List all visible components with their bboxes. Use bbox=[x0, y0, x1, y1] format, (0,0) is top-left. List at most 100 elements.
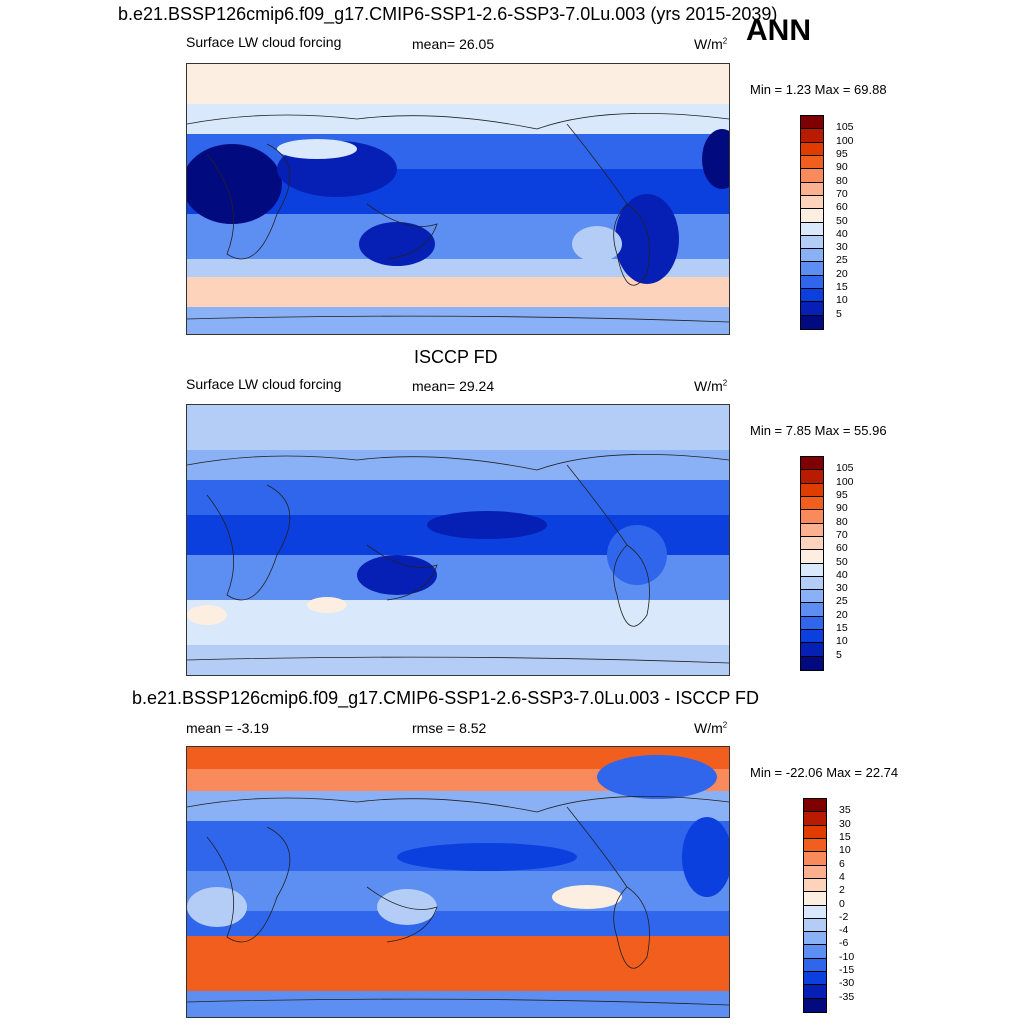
colorbar-tick-label: 40 bbox=[836, 227, 848, 240]
colorbar-tick-label: -2 bbox=[839, 910, 849, 923]
colorbar-tick-label: 40 bbox=[836, 568, 848, 581]
colorbar-tick-label: 100 bbox=[836, 475, 854, 488]
colorbar-swatch bbox=[801, 616, 823, 631]
colorbar-obs-swatches bbox=[800, 456, 824, 671]
colorbar-swatch bbox=[801, 496, 823, 511]
colorbar-tick-label: 25 bbox=[836, 254, 848, 267]
panel-model-minmax: Min = 1.23 Max = 69.88 bbox=[750, 82, 887, 97]
colorbar-swatch bbox=[801, 169, 823, 183]
colorbar-swatch bbox=[801, 142, 823, 156]
colorbar-tick-label: 30 bbox=[836, 241, 848, 254]
colorbar-swatch bbox=[801, 302, 823, 316]
colorbar-swatch bbox=[801, 536, 823, 551]
colorbar-swatch bbox=[804, 878, 826, 893]
colorbar-tick-label: 5 bbox=[836, 648, 842, 661]
panel-diff-mean: mean = -3.19 bbox=[186, 720, 269, 736]
colorbar-tick-label: -4 bbox=[839, 924, 849, 937]
colorbar-tick-label: 15 bbox=[836, 281, 848, 294]
colorbar-swatch bbox=[804, 945, 826, 959]
colorbar-tick-label: 6 bbox=[839, 857, 845, 870]
colorbar-swatch bbox=[804, 812, 826, 826]
panel-obs-mean: mean= 29.24 bbox=[412, 378, 495, 394]
panel-obs-minmax: Min = 7.85 Max = 55.96 bbox=[750, 423, 887, 438]
colorbar-swatch bbox=[804, 972, 826, 986]
colorbar-swatch bbox=[804, 932, 826, 946]
colorbar-tick-label: 2 bbox=[839, 884, 845, 897]
panel-obs-left-label: Surface LW cloud forcing bbox=[186, 376, 342, 392]
colorbar-tick-label: 105 bbox=[836, 462, 854, 475]
colorbar-swatch bbox=[804, 892, 826, 906]
panel-diff-units: W/m2 bbox=[694, 720, 728, 736]
colorbar-swatch bbox=[801, 315, 823, 329]
colorbar-tick-label: 4 bbox=[839, 870, 845, 883]
colorbar-swatch bbox=[804, 838, 826, 853]
colorbar-swatch bbox=[801, 603, 823, 617]
colorbar-swatch bbox=[801, 483, 823, 497]
colorbar-swatch bbox=[801, 457, 823, 471]
panel-diff-title: b.e21.BSSP126cmip6.f09_g17.CMIP6-SSP1-2.… bbox=[132, 688, 760, 708]
colorbar-tick-label: 20 bbox=[836, 267, 848, 280]
colorbar-swatch bbox=[804, 825, 826, 839]
colorbar-tick-label: 50 bbox=[836, 214, 848, 227]
colorbar-swatch bbox=[804, 985, 826, 999]
panel-obs-map bbox=[186, 404, 730, 676]
colorbar-tick-label: 70 bbox=[836, 528, 848, 541]
colorbar-tick-label: -35 bbox=[839, 990, 855, 1003]
colorbar-tick-label: 15 bbox=[836, 622, 848, 635]
colorbar-tick-label: 80 bbox=[836, 174, 848, 187]
colorbar-swatch bbox=[801, 262, 823, 276]
colorbar-tick-label: 50 bbox=[836, 555, 848, 568]
colorbar-tick-label: 80 bbox=[836, 515, 848, 528]
colorbar-swatch bbox=[801, 630, 823, 644]
colorbar-tick-label: 10 bbox=[836, 294, 848, 307]
colorbar-tick-label: 60 bbox=[836, 201, 848, 214]
colorbar-swatch bbox=[801, 510, 823, 524]
colorbar-tick-label: 100 bbox=[836, 134, 854, 147]
colorbar-tick-label: 90 bbox=[836, 502, 848, 515]
colorbar-swatch bbox=[804, 918, 826, 933]
colorbar-model-swatches bbox=[800, 115, 824, 330]
colorbar-tick-label: -15 bbox=[839, 964, 855, 977]
colorbar-tick-label: 30 bbox=[836, 582, 848, 595]
colorbar-tick-label: 15 bbox=[839, 830, 851, 843]
colorbar-tick-label: 5 bbox=[836, 307, 842, 320]
colorbar-swatch bbox=[804, 905, 826, 919]
colorbar-swatch bbox=[801, 235, 823, 250]
panel-model-mean: mean= 26.05 bbox=[412, 36, 495, 52]
colorbar-tick-label: 20 bbox=[836, 608, 848, 621]
main-title: b.e21.BSSP126cmip6.f09_g17.CMIP6-SSP1-2.… bbox=[118, 4, 778, 24]
colorbar-swatch bbox=[804, 865, 826, 879]
colorbar-swatch bbox=[801, 182, 823, 196]
colorbar-tick-label: 90 bbox=[836, 161, 848, 174]
colorbar-tick-label: 60 bbox=[836, 542, 848, 555]
season-label: ANN bbox=[746, 14, 811, 47]
colorbar-diff-swatches bbox=[803, 798, 827, 1013]
colorbar-swatch bbox=[801, 195, 823, 210]
colorbar-swatch bbox=[801, 249, 823, 263]
colorbar-swatch bbox=[801, 550, 823, 564]
colorbar-swatch bbox=[801, 116, 823, 130]
colorbar-tick-label: -30 bbox=[839, 977, 855, 990]
colorbar-tick-label: 0 bbox=[839, 897, 845, 910]
panel-model-map bbox=[186, 63, 730, 335]
colorbar-swatch bbox=[801, 563, 823, 577]
panel-model-left-label: Surface LW cloud forcing bbox=[186, 34, 342, 50]
colorbar-swatch bbox=[801, 590, 823, 604]
panel-obs-title: ISCCP FD bbox=[414, 347, 498, 367]
colorbar-tick-label: 35 bbox=[839, 804, 851, 817]
colorbar-tick-label: -10 bbox=[839, 950, 855, 963]
panel-model-units: W/m2 bbox=[694, 36, 728, 52]
colorbar-tick-label: 10 bbox=[836, 635, 848, 648]
colorbar-swatch bbox=[801, 129, 823, 143]
colorbar-swatch bbox=[804, 998, 826, 1012]
colorbar-tick-label: 70 bbox=[836, 187, 848, 200]
colorbar-swatch bbox=[801, 155, 823, 170]
colorbar-tick-label: -6 bbox=[839, 937, 849, 950]
colorbar-swatch bbox=[801, 222, 823, 236]
panel-diff-map bbox=[186, 746, 730, 1018]
colorbar-swatch bbox=[804, 799, 826, 813]
colorbar-swatch bbox=[801, 576, 823, 591]
colorbar-swatch bbox=[801, 656, 823, 670]
colorbar-swatch bbox=[801, 470, 823, 484]
colorbar-swatch bbox=[804, 958, 826, 973]
